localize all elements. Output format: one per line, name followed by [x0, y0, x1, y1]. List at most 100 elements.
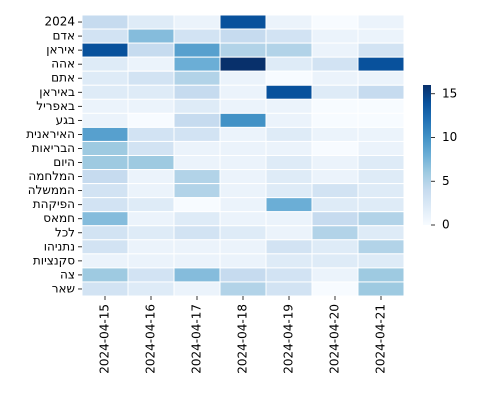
y-tick-label: הבריאות: [32, 141, 75, 155]
heatmap-cell: [265, 56, 313, 72]
heatmap-cell: [311, 84, 359, 100]
heatmap-cell: [173, 197, 221, 213]
heatmap-cell: [311, 211, 359, 227]
heatmap-cell: [265, 253, 313, 269]
heatmap-cell: [265, 98, 313, 114]
heatmap-cell: [219, 28, 267, 44]
heatmap-cell: [81, 112, 129, 128]
y-tick-label: הפיקהת: [33, 197, 75, 211]
colorbar-tick-label: 5: [442, 174, 450, 188]
heatmap-cell: [219, 253, 267, 269]
heatmap-cell: [173, 183, 221, 199]
heatmap-cell: [81, 28, 129, 44]
heatmap-cell: [357, 126, 405, 142]
y-tick-label: המלחמה: [28, 169, 75, 183]
heatmap-cell: [265, 84, 313, 100]
heatmap-cell: [265, 140, 313, 156]
heatmap-cell: [219, 239, 267, 255]
y-tick-label: אהה: [51, 57, 75, 71]
heatmap-cell: [127, 169, 175, 185]
heatmap-cell: [173, 70, 221, 86]
heatmap-cell: [173, 84, 221, 100]
heatmap-cell: [127, 140, 175, 156]
heatmap-cell: [357, 42, 405, 58]
heatmap-cell: [265, 225, 313, 241]
heatmap-cell: [127, 56, 175, 72]
heatmap-cell: [81, 225, 129, 241]
heatmap-cell: [357, 169, 405, 185]
heatmap-cell: [311, 98, 359, 114]
heatmap-cell: [265, 42, 313, 58]
colorbar: [423, 85, 431, 225]
heatmap-cell: [173, 169, 221, 185]
heatmap-cell: [81, 126, 129, 142]
heatmap-cell: [311, 225, 359, 241]
heatmap-cell: [219, 211, 267, 227]
heatmap-cell: [81, 84, 129, 100]
heatmap-cell: [81, 56, 129, 72]
heatmap-cell: [357, 155, 405, 171]
heatmap-cell: [173, 211, 221, 227]
heatmap-cell: [357, 140, 405, 156]
heatmap-cell: [265, 155, 313, 171]
heatmap-cell: [357, 98, 405, 114]
heatmap-cell: [173, 253, 221, 269]
heatmap-cell: [265, 112, 313, 128]
heatmap-cell: [81, 267, 129, 283]
heatmap-cell: [311, 42, 359, 58]
heatmap-cell: [357, 197, 405, 213]
heatmap-cell: [219, 98, 267, 114]
heatmap-cell: [357, 183, 405, 199]
heatmap-cell: [219, 42, 267, 58]
heatmap-cell: [173, 42, 221, 58]
y-tick-label: אתם: [51, 71, 75, 85]
y-tick-label: צה: [60, 267, 75, 281]
heatmap-cell: [265, 28, 313, 44]
heatmap-cell: [127, 183, 175, 199]
heatmap-cell: [357, 28, 405, 44]
y-tick-label: חמאס: [43, 211, 75, 225]
heatmap-cell: [357, 84, 405, 100]
heatmap-cell: [81, 239, 129, 255]
heatmap-cell: [173, 239, 221, 255]
heatmap-cell: [219, 140, 267, 156]
heatmap-cell: [81, 155, 129, 171]
heatmap-cell: [173, 14, 221, 30]
heatmap-cell: [127, 155, 175, 171]
heatmap-cell: [127, 253, 175, 269]
heatmap-cell: [219, 56, 267, 72]
heatmap-cell: [357, 112, 405, 128]
y-tick-label: שאר: [52, 281, 75, 295]
y-tick-label: אדם: [52, 29, 75, 43]
heatmap-cell: [265, 267, 313, 283]
heatmap-cell: [311, 267, 359, 283]
heatmap-cell: [173, 140, 221, 156]
heatmap-cell: [81, 42, 129, 58]
heatmap-cell: [81, 14, 129, 30]
x-tick-label: 2024-04-21: [374, 304, 388, 374]
heatmap-cell: [173, 56, 221, 72]
heatmap-cell: [311, 126, 359, 142]
heatmap-cell: [265, 211, 313, 227]
colorbar-tick-label: 10: [442, 130, 457, 144]
heatmap-cell: [127, 281, 175, 297]
y-tick-label: איראן: [46, 43, 75, 57]
heatmap-cell: [357, 56, 405, 72]
heatmap-cell: [219, 112, 267, 128]
heatmap-cell: [81, 281, 129, 297]
y-tick-label: בגע: [56, 113, 75, 127]
heatmap-cell: [173, 28, 221, 44]
heatmap-cell: [357, 211, 405, 227]
y-tick-label: באפריל: [36, 99, 75, 113]
heatmap-cell: [127, 84, 175, 100]
heatmap-cell: [219, 267, 267, 283]
heatmap-cell: [357, 70, 405, 86]
heatmap-cell: [81, 169, 129, 185]
heatmap-cell: [311, 183, 359, 199]
y-tick-label: נתניהו: [44, 239, 75, 253]
heatmap-cell: [357, 267, 405, 283]
heatmap-cell: [219, 14, 267, 30]
y-tick-label: היום: [53, 155, 75, 169]
heatmap-cell: [81, 183, 129, 199]
